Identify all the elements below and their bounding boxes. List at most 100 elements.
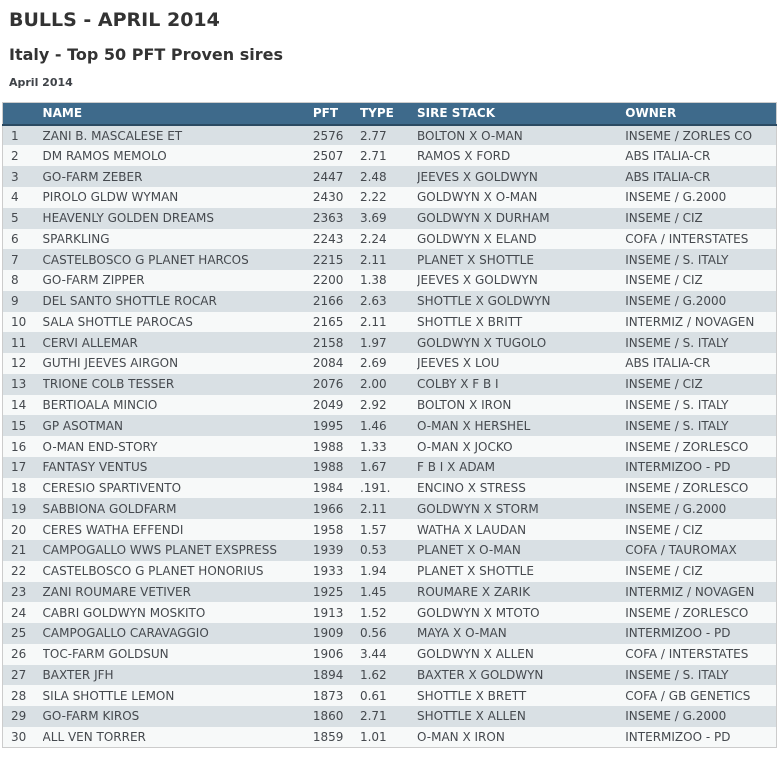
- cell-rank: 18: [11, 481, 27, 496]
- cell-pft: 2166: [312, 294, 344, 309]
- cell-sire_stack: JEEVES X GOLDWYN: [417, 169, 538, 184]
- cell-sire_stack: GOLDWYN X ELAND: [417, 231, 537, 246]
- cell-type: 1.33: [359, 439, 387, 454]
- table-row: 12 GUTHI JEEVES AIRGON 2084 2.69 JEEVES X LO…: [2, 353, 777, 374]
- cell-rank: 15: [11, 418, 27, 433]
- cell-sire_stack: GOLDWYN X DURHAM: [417, 211, 550, 226]
- cell-rank: 21: [11, 543, 27, 558]
- cell-owner: INSEME / ZORLESCO: [625, 605, 749, 620]
- cell-owner: INSEME / CIZ: [625, 273, 703, 288]
- cell-pft: 2200: [312, 273, 344, 288]
- cell-rank: 11: [11, 335, 27, 350]
- cell-type: 0.61: [359, 688, 387, 703]
- table-row: 18 CERESIO SPARTIVENTO 1984 .191. ENCINO X S…: [2, 477, 777, 499]
- cell-pft: 1894: [312, 667, 344, 682]
- column-header-type: TYPE: [359, 102, 417, 126]
- cell-sire_stack: GOLDWYN X O-MAN: [417, 190, 538, 205]
- cell-name: GP ASOTMAN: [42, 418, 124, 433]
- cell-rank: 4: [11, 190, 19, 205]
- cell-type: 2.11: [359, 501, 387, 516]
- cell-owner: COFA / INTERSTATES: [625, 647, 749, 662]
- cell-owner: COFA / TAUROMAX: [625, 543, 737, 558]
- cell-rank: 12: [11, 356, 27, 371]
- cell-owner: INSEME / G.2000: [625, 190, 727, 205]
- cell-pft: 2430: [312, 190, 344, 205]
- cell-name: BAXTER JFH: [42, 667, 114, 682]
- column-header-name: NAME: [42, 102, 313, 126]
- cell-name: PIROLO GLDW WYMAN: [42, 190, 179, 205]
- table-row: 23 ZANI ROUMARE VETIVER 1925 1.45 ROUMARE X …: [2, 581, 777, 603]
- cell-type: 2.71: [359, 148, 387, 163]
- cell-type: 0.56: [359, 626, 387, 641]
- table-row: 22 CASTELBOSCO G PLANET HONORIUS 1933 1.94 P…: [2, 560, 777, 582]
- cell-type: 1.62: [359, 667, 387, 682]
- cell-type: 1.52: [359, 605, 387, 620]
- cell-owner: COFA / GB GENETICS: [625, 688, 751, 703]
- cell-owner: ABS ITALIA-CR: [625, 148, 711, 163]
- table-row: 8 GO-FARM ZIPPER 2200 1.38 JEEVES X GOLDWYN I…: [2, 270, 777, 291]
- cell-name: CASTELBOSCO G PLANET HONORIUS: [42, 564, 264, 579]
- cell-type: 1.67: [359, 460, 387, 475]
- cell-pft: 2363: [312, 211, 344, 226]
- cell-owner: INSEME / S. ITALY: [625, 418, 729, 433]
- cell-name: CAMPOGALLO WWS PLANET EXSPRESS: [42, 543, 277, 558]
- cell-owner: COFA / INTERSTATES: [625, 231, 749, 246]
- cell-pft: 1988: [312, 439, 344, 454]
- cell-type: 2.00: [359, 377, 387, 392]
- cell-owner: ABS ITALIA-CR: [625, 356, 711, 371]
- cell-rank: 24: [11, 605, 27, 620]
- cell-name: BERTIOALA MINCIO: [42, 398, 158, 412]
- cell-pft: 2215: [312, 252, 344, 267]
- cell-rank: 1: [11, 128, 19, 143]
- cell-rank: 3: [11, 169, 19, 184]
- cell-name: SABBIONA GOLDFARM: [42, 501, 177, 516]
- cell-owner: INSEME / ZORLESCO: [625, 481, 749, 496]
- cell-sire_stack: RAMOS X FORD: [417, 148, 511, 163]
- cell-owner: ABS ITALIA-CR: [625, 169, 711, 184]
- table-header: NAME PFT TYPE SIRE STACK OWNER: [2, 102, 777, 126]
- table-row: 13 TRIONE COLB TESSER 2076 2.00 COLBY X F B …: [2, 373, 777, 395]
- cell-name: HEAVENLY GOLDEN DREAMS: [42, 211, 214, 226]
- table-row: 19 SABBIONA GOLDFARM 1966 2.11 GOLDWYN X STO…: [2, 498, 777, 520]
- cell-name: SPARKLING: [42, 231, 110, 246]
- cell-type: 0.53: [359, 543, 387, 558]
- cell-sire_stack: WATHA X LAUDAN: [417, 522, 527, 537]
- table-row: 30 ALL VEN TORRER 1859 1.01 O-MAN X IRON INTE…: [2, 726, 777, 748]
- cell-owner: INSEME / ZORLESCO: [625, 439, 749, 454]
- cell-owner: INTERMIZOO - PD: [625, 626, 731, 641]
- cell-type: 3.44: [359, 647, 387, 662]
- cell-rank: 16: [11, 439, 27, 454]
- cell-rank: 7: [11, 252, 19, 267]
- column-header-owner: OWNER: [625, 102, 777, 126]
- cell-name: CAMPOGALLO CARAVAGGIO: [42, 626, 209, 641]
- cell-pft: 1906: [312, 647, 344, 662]
- cell-owner: INSEME / ZORLES CO: [625, 128, 753, 143]
- table-row: 7 CASTELBOSCO G PLANET HARCOS 2215 2.11 PLAN…: [2, 249, 777, 271]
- cell-type: 2.22: [359, 190, 387, 205]
- cell-rank: 30: [11, 730, 27, 744]
- cell-type: 1.97: [359, 335, 387, 350]
- table-row: 17 FANTASY VENTUS 1988 1.67 F B I X ADAM INTE…: [2, 456, 777, 478]
- cell-rank: 2: [11, 148, 19, 163]
- cell-type: 2.11: [359, 314, 387, 329]
- cell-rank: 17: [11, 460, 27, 475]
- column-header-sire_stack: SIRE STACK: [417, 102, 626, 126]
- cell-rank: 19: [11, 501, 27, 516]
- cell-sire_stack: ROUMARE X ZARIK: [417, 584, 531, 599]
- cell-sire_stack: MAYA X O-MAN: [417, 626, 507, 641]
- cell-type: .191.: [359, 481, 391, 496]
- cell-owner: INSEME / S. ITALY: [625, 398, 729, 412]
- table-row: 24 CABRI GOLDWYN MOSKITO 1913 1.52 GOLDWYN X…: [2, 602, 777, 624]
- cell-type: 1.46: [359, 418, 387, 433]
- cell-sire_stack: PLANET X SHOTTLE: [417, 564, 534, 579]
- table-row: 26 TOC-FARM GOLDSUN 1906 3.44 GOLDWYN X ALLE…: [2, 643, 777, 665]
- column-header-pft: PFT: [312, 102, 360, 126]
- cell-name: CERESIO SPARTIVENTO: [42, 481, 182, 496]
- cell-sire_stack: ENCINO X STRESS: [417, 481, 526, 496]
- cell-name: GUTHI JEEVES AIRGON: [42, 356, 179, 371]
- table-row: 21 CAMPOGALLO WWS PLANET EXSPRESS 1939 0.53…: [2, 539, 777, 561]
- cell-sire_stack: GOLDWYN X TUGOLO: [417, 335, 547, 350]
- sires-table: NAME PFT TYPE SIRE STACK OWNER 1 ZANI B. MASC…: [2, 102, 777, 749]
- cell-pft: 1966: [312, 501, 344, 516]
- cell-pft: 2243: [312, 231, 344, 246]
